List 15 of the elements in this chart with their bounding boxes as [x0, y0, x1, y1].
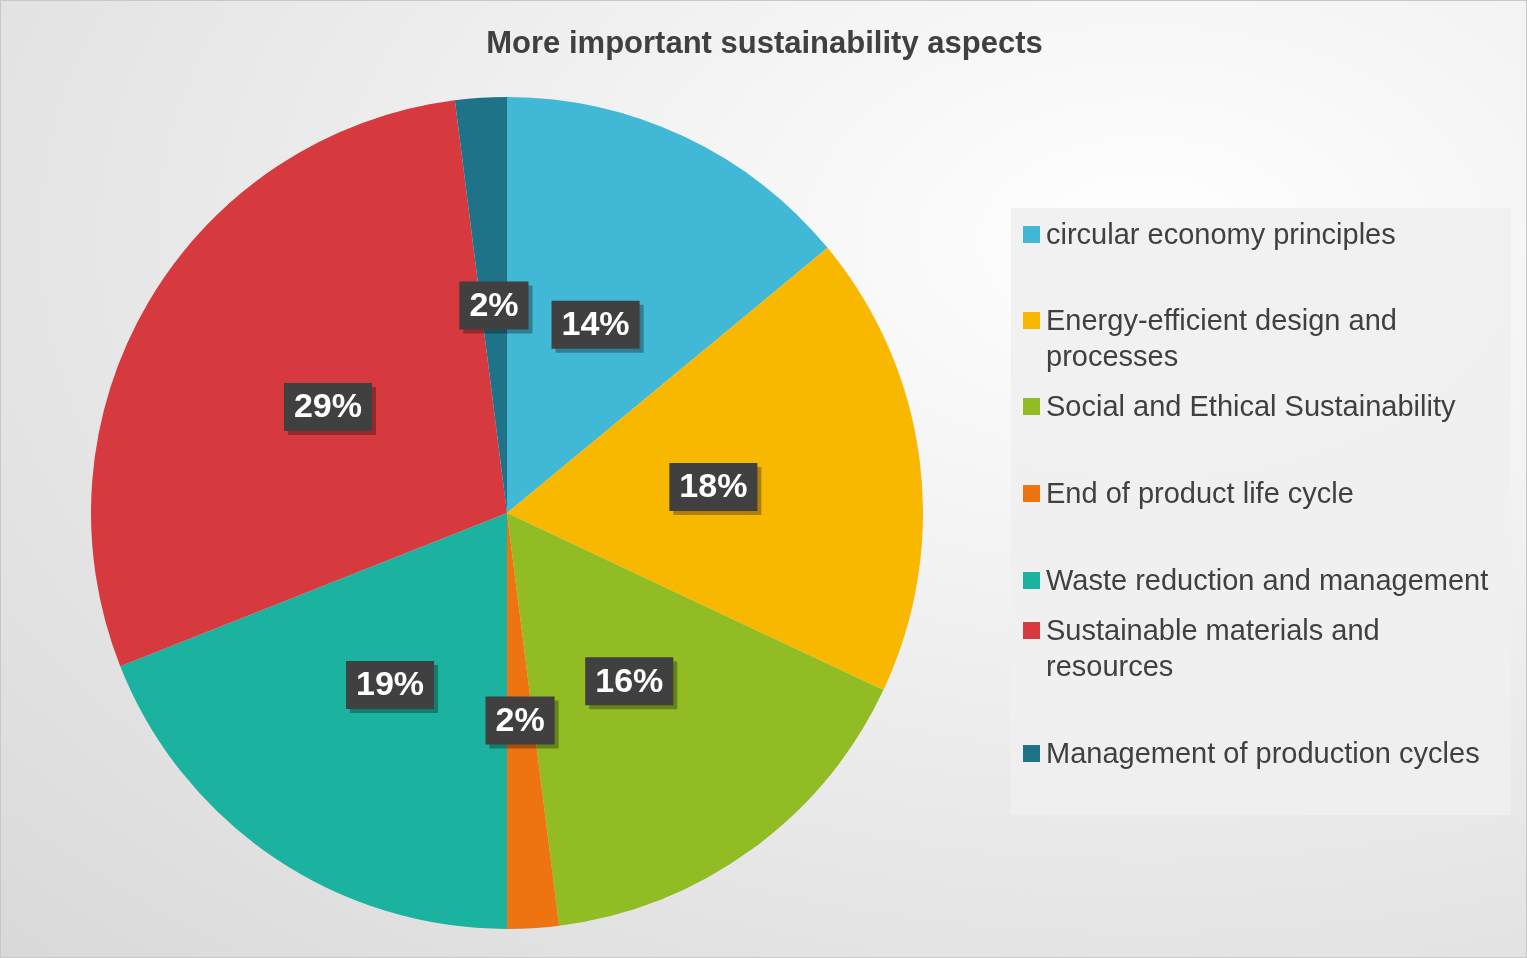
data-label: 2% [469, 284, 519, 323]
data-label: 2% [495, 699, 545, 738]
legend-label: Sustainable materials and resources [1046, 613, 1381, 684]
data-label: 29% [293, 386, 362, 425]
legend-label: Waste reduction and management [1046, 563, 1489, 598]
legend-label: Management of production cycles [1046, 736, 1480, 771]
legend-label: Social and Ethical Sustainability [1046, 389, 1456, 424]
legend-label: End of product life cycle [1046, 476, 1354, 511]
data-label: 18% [679, 466, 748, 505]
data-label: 19% [356, 664, 425, 703]
data-label: 14% [561, 304, 630, 343]
chart-title: More important sustainability aspects [485, 25, 1044, 61]
data-label: 16% [595, 660, 664, 699]
legend-label: Energy-efficient design and processes [1046, 303, 1398, 374]
legend-label: circular economy principles [1046, 217, 1396, 252]
